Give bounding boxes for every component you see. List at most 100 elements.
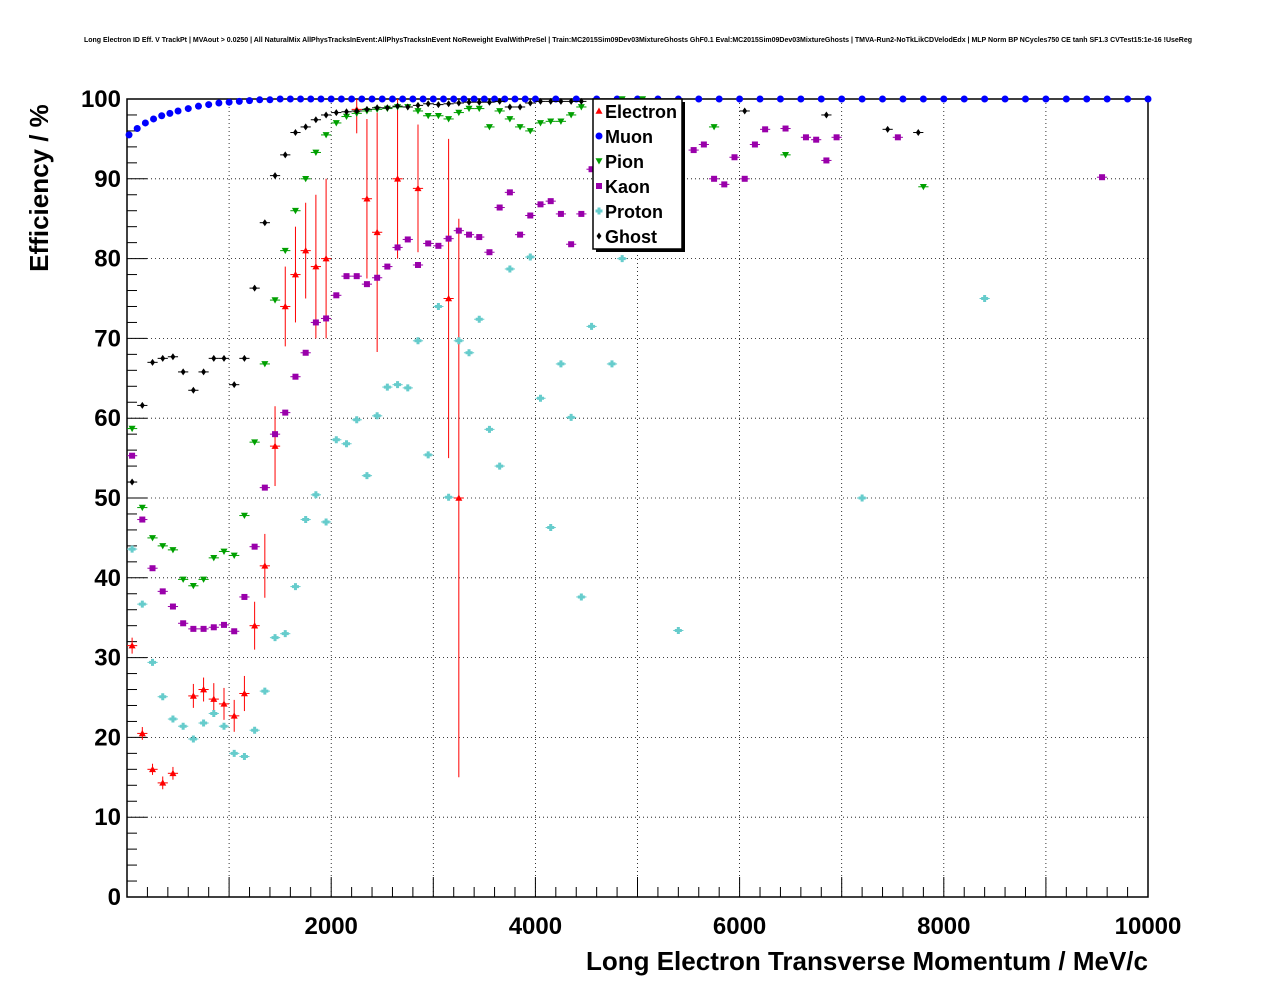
data-point (333, 292, 340, 299)
data-point (179, 576, 187, 583)
data-point (475, 315, 483, 323)
data-point (149, 658, 157, 666)
data-point (531, 95, 539, 103)
data-point (557, 118, 565, 125)
series-pion (127, 96, 929, 590)
data-point (307, 95, 315, 103)
data-point (374, 274, 381, 281)
data-point (246, 97, 254, 105)
data-point (445, 235, 452, 242)
data-point (567, 112, 575, 119)
data-point (166, 109, 174, 117)
data-point (496, 108, 504, 115)
data-point (568, 241, 575, 248)
data-point (424, 112, 432, 120)
y-tick-label: 90 (94, 166, 121, 193)
data-point (399, 95, 407, 103)
data-point (251, 726, 259, 734)
data-point (353, 273, 360, 280)
data-point (388, 95, 396, 103)
data-point (578, 97, 584, 105)
data-point (200, 576, 208, 583)
data-point (230, 749, 238, 757)
data-point (487, 98, 492, 106)
data-point (497, 97, 503, 105)
data-point (333, 109, 339, 117)
data-point (281, 247, 289, 255)
data-point (695, 95, 703, 103)
data-point (189, 582, 197, 590)
data-point (201, 368, 207, 376)
data-point (450, 95, 458, 103)
data-point (322, 132, 330, 139)
data-point (141, 119, 149, 127)
data-point (721, 181, 728, 188)
data-point (261, 562, 269, 569)
data-point (150, 358, 155, 366)
data-point (200, 686, 208, 693)
data-point (455, 494, 463, 501)
data-point (312, 491, 320, 499)
data-point (578, 210, 585, 217)
data-point (252, 284, 258, 292)
data-point (363, 472, 371, 480)
data-point (486, 249, 493, 256)
data-point (466, 98, 472, 106)
data-point (700, 141, 707, 148)
y-axis-label: Efficiency / % (24, 104, 54, 272)
y-tick-label: 0 (108, 884, 121, 911)
y-tick-label: 60 (94, 405, 121, 432)
data-point (511, 95, 519, 103)
data-point (133, 125, 141, 133)
data-point (363, 281, 370, 288)
y-tick-label: 20 (94, 724, 121, 751)
data-point (374, 104, 380, 112)
data-point (572, 95, 580, 103)
data-point (343, 440, 351, 448)
data-point (190, 386, 196, 394)
data-point (1021, 95, 1029, 103)
data-point (128, 545, 136, 553)
data-point (189, 735, 197, 743)
data-point (558, 97, 564, 105)
data-point (404, 384, 412, 392)
data-point (128, 642, 136, 649)
axes: 0 10 20 30 40 50 60 70 80 90 100 2000 4000 6000 8000 10… (81, 86, 1181, 940)
legend-label-electron: Electron (605, 102, 677, 122)
data-point (169, 715, 177, 723)
data-point (596, 232, 602, 240)
data-point (674, 626, 682, 634)
data-point (394, 244, 401, 251)
data-point (1062, 95, 1070, 103)
series-proton (127, 253, 990, 761)
data-point (394, 381, 402, 389)
data-point (1083, 95, 1091, 103)
data-point (363, 195, 371, 202)
data-point (251, 622, 259, 629)
data-point (139, 401, 145, 409)
data-point (782, 152, 790, 159)
data-point (537, 394, 545, 402)
data-point (1103, 95, 1111, 103)
data-point (312, 263, 320, 270)
data-point (491, 95, 499, 103)
data-point (271, 442, 279, 449)
data-point (415, 101, 421, 109)
data-point (384, 263, 391, 270)
data-point (241, 593, 248, 600)
data-point (139, 516, 146, 523)
data-point (373, 412, 381, 420)
data-point (547, 198, 554, 205)
data-point (710, 124, 718, 131)
data-point (445, 116, 453, 123)
data-point (129, 478, 135, 486)
data-point (240, 753, 248, 761)
data-point (256, 96, 264, 104)
data-point (220, 548, 228, 555)
x-tick-label: 2000 (305, 913, 358, 940)
data-point (312, 319, 319, 326)
data-point (286, 95, 294, 103)
data-point (409, 95, 417, 103)
data-point (711, 175, 718, 182)
data-point (485, 425, 493, 433)
